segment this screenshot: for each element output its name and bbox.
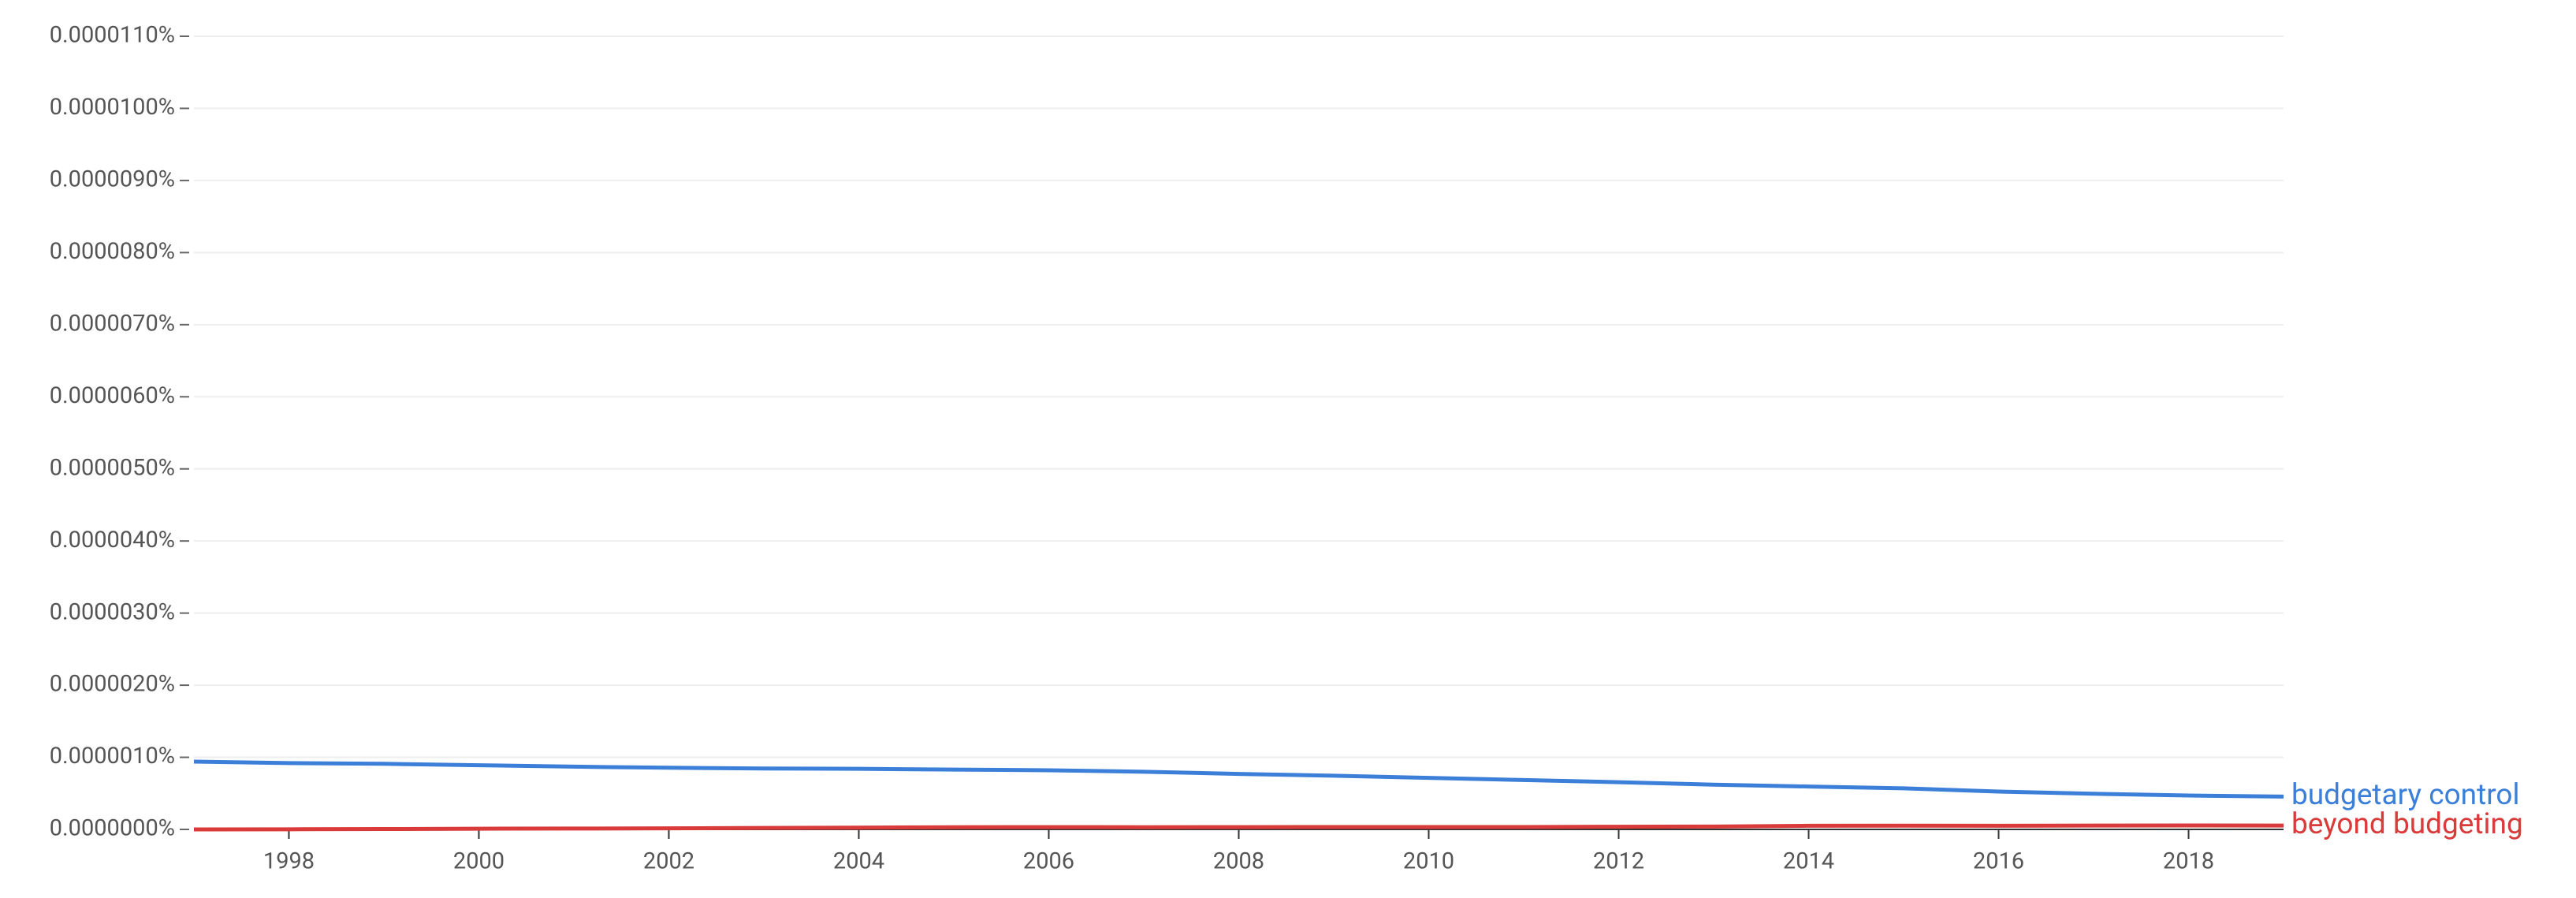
x-tick-label: 2006	[1023, 848, 1074, 875]
y-tick-label: 0.0000090%	[50, 166, 175, 193]
series-label: budgetary control	[2291, 778, 2520, 812]
x-tick-label: 2016	[1973, 848, 2024, 875]
y-tick-label: 0.0000060%	[50, 382, 175, 409]
x-tick-label: 1998	[263, 848, 315, 875]
y-tick-label: 0.0000100%	[50, 94, 175, 121]
x-tick-label: 2004	[833, 848, 884, 875]
y-tick-label: 0.0000040%	[50, 527, 175, 553]
x-tick-label: 2008	[1213, 848, 1264, 875]
x-tick-label: 2010	[1403, 848, 1454, 875]
x-tick-label: 2002	[643, 848, 694, 875]
x-tick-label: 2014	[1783, 848, 1834, 875]
y-tick-label: 0.0000080%	[50, 238, 175, 265]
x-tick-label: 2018	[2163, 848, 2214, 875]
series-line	[193, 759, 2284, 799]
x-tick-label: 2000	[453, 848, 504, 875]
y-tick-label: 0.0000000%	[50, 815, 175, 842]
x-tick-label: 2012	[1593, 848, 1644, 875]
series-label: beyond budgeting	[2291, 807, 2523, 841]
y-tick-label: 0.0000050%	[50, 454, 175, 481]
y-tick-label: 0.0000020%	[50, 671, 175, 698]
y-tick-label: 0.0000010%	[50, 743, 175, 769]
y-tick-label: 0.0000070%	[50, 310, 175, 337]
series-line	[193, 823, 2284, 832]
y-tick-label: 0.0000110%	[50, 22, 175, 49]
y-tick-label: 0.0000030%	[50, 598, 175, 625]
